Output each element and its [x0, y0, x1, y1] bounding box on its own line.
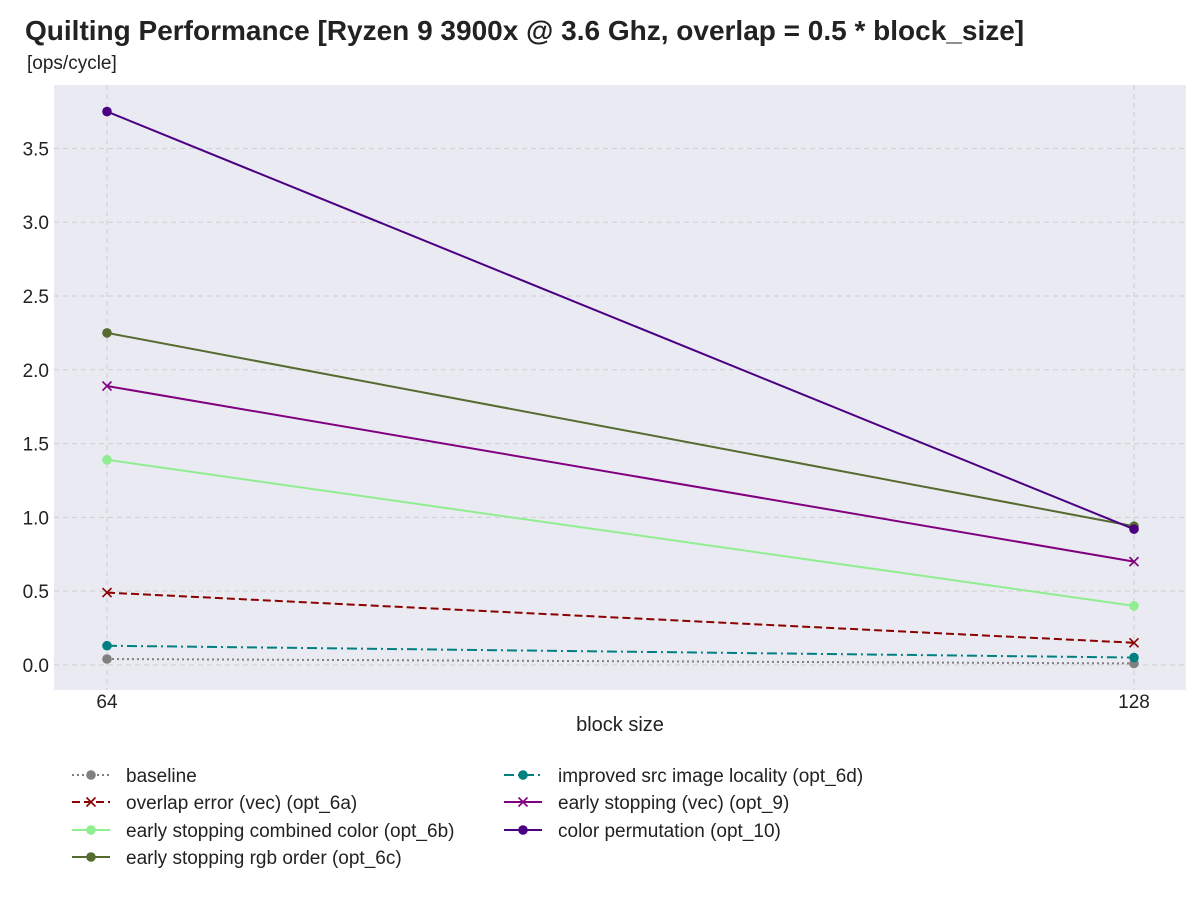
- legend-label: improved src image locality (opt_6d): [558, 766, 863, 787]
- data-point-marker: [1128, 637, 1140, 648]
- series-line: [106, 331, 1135, 528]
- data-point-marker: [85, 796, 97, 808]
- grid: [54, 85, 1186, 690]
- series-line: [106, 458, 1135, 607]
- series-6: [102, 106, 1139, 534]
- legend-item: early stopping (vec) (opt_9): [504, 793, 789, 814]
- chart-subtitle: [ops/cycle]: [27, 53, 117, 74]
- legend-item: color permutation (opt_10): [504, 821, 781, 842]
- data-point-marker: [102, 455, 112, 465]
- y-tick-label: 2.5: [23, 287, 49, 308]
- legend-item: early stopping combined color (opt_6b): [72, 821, 454, 842]
- series-line: [106, 110, 1135, 531]
- marker-stroke: [1128, 556, 1140, 567]
- legend-item: early stopping rgb order (opt_6c): [72, 848, 402, 869]
- data-point-marker: [1129, 601, 1139, 611]
- data-point-marker: [102, 654, 112, 664]
- data-point-marker: [102, 640, 112, 651]
- series-line: [106, 658, 1135, 665]
- marker-stroke: [517, 796, 529, 808]
- data-point-marker: [1129, 652, 1139, 663]
- y-tick-label: 1.0: [23, 508, 49, 529]
- y-tick-label: 0.0: [23, 656, 49, 677]
- series-4: [102, 640, 1139, 663]
- legend-item: baseline: [72, 766, 197, 787]
- legend-label: early stopping (vec) (opt_9): [558, 793, 789, 814]
- series-line: [106, 644, 1135, 659]
- series-2: [102, 455, 1139, 611]
- data-point-marker: [102, 106, 112, 117]
- y-tick-label: 3.0: [23, 213, 49, 234]
- data-point-marker: [86, 770, 96, 780]
- plot-area: [54, 85, 1186, 690]
- data-point-marker: [1128, 556, 1140, 567]
- legend-label: baseline: [126, 766, 197, 787]
- series-group: [101, 106, 1140, 669]
- series-1: [101, 587, 1140, 648]
- marker-stroke: [1128, 637, 1140, 648]
- legend-label: color permutation (opt_10): [558, 821, 781, 842]
- y-tick-label: 1.5: [23, 435, 49, 456]
- y-axis-ticks: 0.0 0.5 1.0 1.5 2.0 2.5 3.0 3.5: [23, 139, 49, 676]
- data-point-marker: [101, 587, 113, 598]
- data-point-marker: [86, 852, 96, 862]
- data-point-marker: [101, 380, 113, 392]
- legend-label: early stopping rgb order (opt_6c): [126, 848, 402, 869]
- chart-title: Quilting Performance [Ryzen 9 3900x @ 3.…: [25, 15, 1024, 46]
- legend-label: overlap error (vec) (opt_6a): [126, 793, 357, 814]
- series-line: [106, 385, 1135, 563]
- marker-stroke: [101, 587, 113, 598]
- x-tick-label: 128: [1118, 692, 1150, 713]
- data-point-marker: [102, 328, 112, 338]
- x-axis-label: block size: [576, 714, 664, 736]
- y-tick-label: 3.5: [23, 139, 49, 160]
- data-point-marker: [518, 770, 528, 780]
- data-point-marker: [518, 825, 528, 835]
- y-tick-label: 0.5: [23, 582, 49, 603]
- x-tick-label: 64: [96, 692, 118, 713]
- legend-item: improved src image locality (opt_6d): [504, 766, 863, 787]
- data-point-marker: [86, 825, 96, 835]
- data-point-marker: [1129, 524, 1139, 534]
- series-line: [106, 591, 1135, 644]
- legend-label: early stopping combined color (opt_6b): [126, 821, 454, 842]
- x-axis-ticks: 64 128: [96, 692, 1149, 713]
- marker-stroke: [85, 796, 97, 808]
- series-5: [101, 380, 1140, 567]
- marker-stroke: [101, 380, 113, 392]
- data-point-marker: [517, 796, 529, 808]
- y-tick-label: 2.0: [23, 361, 49, 382]
- legend-item: overlap error (vec) (opt_6a): [72, 793, 357, 814]
